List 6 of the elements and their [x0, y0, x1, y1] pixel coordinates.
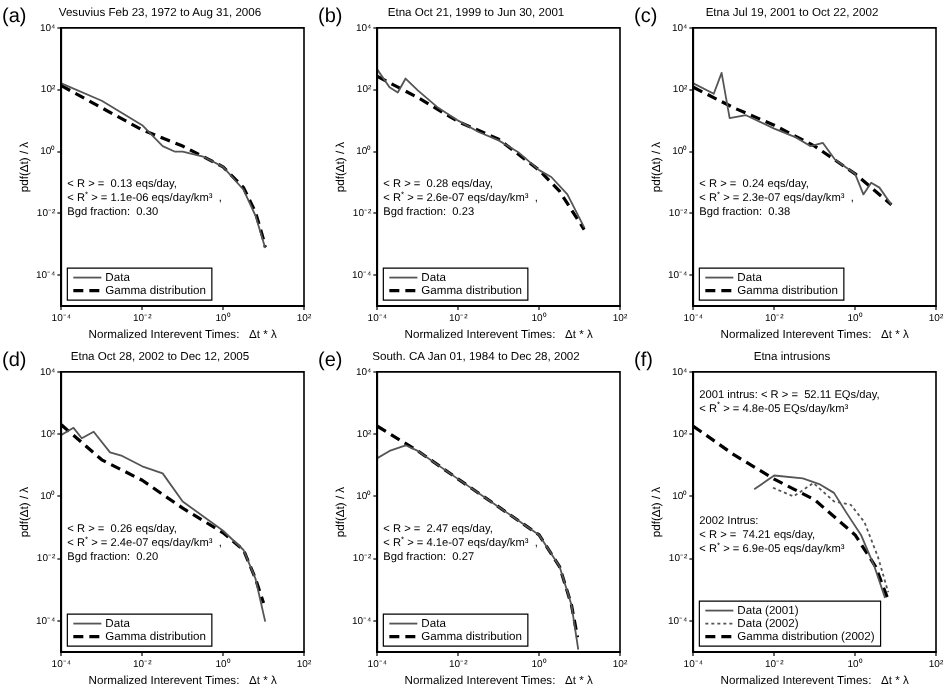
- text: (a): [2, 6, 27, 28]
- text: (d): [2, 350, 27, 372]
- text: (f): [634, 350, 653, 372]
- text: (e): [318, 350, 343, 372]
- text: (b): [318, 6, 343, 28]
- text: (c): [634, 6, 658, 28]
